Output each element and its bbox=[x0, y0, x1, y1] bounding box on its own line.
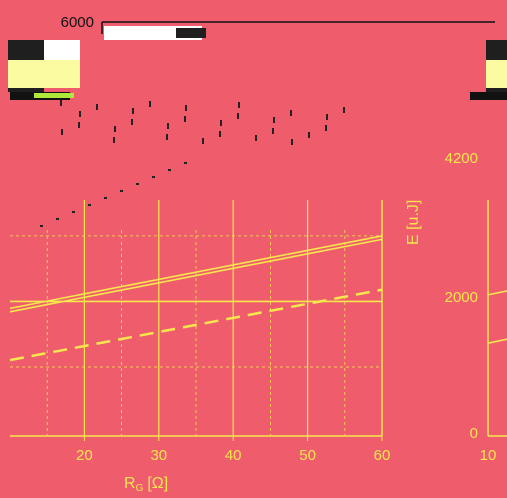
artifact-dot bbox=[60, 100, 62, 106]
artifact-dot bbox=[273, 117, 275, 123]
artifact-dot bbox=[184, 116, 186, 122]
x-tick-label: 60 bbox=[374, 447, 391, 464]
artifact-dot bbox=[152, 176, 155, 178]
artifact-dot bbox=[113, 137, 115, 143]
artifact-dot bbox=[219, 131, 221, 137]
series-line-1 bbox=[9, 238, 383, 313]
right-plot-tick-labels: 0 2000 4200 10 bbox=[445, 150, 497, 464]
artifact-dot bbox=[237, 113, 239, 119]
glitch-block-right-bar bbox=[470, 92, 507, 100]
right-y-tick-label: 2000 bbox=[445, 289, 478, 306]
glitch-block-left-green bbox=[34, 93, 74, 98]
left-plot-series bbox=[9, 100, 383, 362]
x-tick-label: 50 bbox=[299, 447, 316, 464]
artifact-dot bbox=[308, 132, 310, 138]
artifact-dot bbox=[202, 138, 204, 144]
artifact-dot bbox=[272, 128, 274, 134]
artifact-dot bbox=[61, 129, 63, 135]
right-x-tick-label: 10 bbox=[480, 447, 497, 464]
x-tick-label: 30 bbox=[150, 447, 167, 464]
x-axis-label-unit: [Ω] bbox=[147, 475, 168, 492]
artifact-dot bbox=[291, 139, 293, 145]
glitch-artifacts bbox=[8, 26, 507, 100]
right-series-line-1 bbox=[487, 338, 507, 344]
artifact-dot bbox=[104, 197, 107, 199]
artifact-dot bbox=[79, 111, 81, 117]
y-axis-label: E [u.J] bbox=[405, 200, 422, 245]
glitch-block-left-yellow bbox=[8, 60, 80, 88]
artifact-dot bbox=[78, 122, 80, 128]
artifact-dot bbox=[114, 126, 116, 132]
artifact-dot bbox=[290, 110, 292, 116]
artifact-dot bbox=[136, 183, 139, 185]
artifact-dot bbox=[167, 123, 169, 129]
right-plot-series bbox=[487, 290, 507, 344]
artifact-dot bbox=[168, 169, 171, 171]
series-line-0 bbox=[9, 235, 383, 310]
x-tick-label: 20 bbox=[76, 447, 93, 464]
artifact-dot bbox=[40, 225, 43, 227]
artifact-dot bbox=[149, 101, 151, 107]
y-tick-label: 6000 bbox=[61, 14, 94, 31]
artifact-dot bbox=[88, 204, 91, 206]
artifact-dot bbox=[238, 102, 240, 108]
artifact-dot bbox=[166, 134, 168, 140]
right-plot-frame bbox=[487, 200, 507, 437]
artifact-dot bbox=[220, 120, 222, 126]
artifact-dot bbox=[72, 211, 75, 213]
artifact-dot bbox=[326, 114, 328, 120]
x-axis-label-subscript: G bbox=[136, 483, 144, 494]
glitch-block-top-dark bbox=[176, 28, 206, 38]
artifact-dot bbox=[325, 125, 327, 131]
artifact-dot bbox=[343, 107, 345, 113]
left-plot-grid bbox=[10, 200, 382, 436]
left-plot-frame bbox=[10, 21, 495, 437]
artifact-dot bbox=[96, 104, 98, 110]
left-plot-tick-labels: 20 30 40 50 60 6000 bbox=[61, 14, 391, 464]
artifact-dot bbox=[120, 190, 123, 192]
right-y-tick-label: 0 bbox=[470, 425, 478, 442]
glitch-block-left-white bbox=[44, 40, 80, 60]
artifact-dot bbox=[185, 105, 187, 111]
right-y-tick-label: 4200 bbox=[445, 150, 478, 167]
artifact-dot bbox=[255, 135, 257, 141]
x-tick-label: 40 bbox=[225, 447, 242, 464]
artifact-dot bbox=[56, 218, 59, 220]
x-axis-label: RG [Ω] bbox=[124, 475, 168, 494]
x-axis-label-symbol: R bbox=[124, 475, 136, 492]
artifact-dot bbox=[184, 162, 187, 164]
artifact-dot bbox=[131, 119, 133, 125]
artifact-dot bbox=[132, 108, 134, 114]
right-series-line-0 bbox=[487, 290, 507, 296]
glitch-block-right-yellow bbox=[486, 60, 507, 88]
